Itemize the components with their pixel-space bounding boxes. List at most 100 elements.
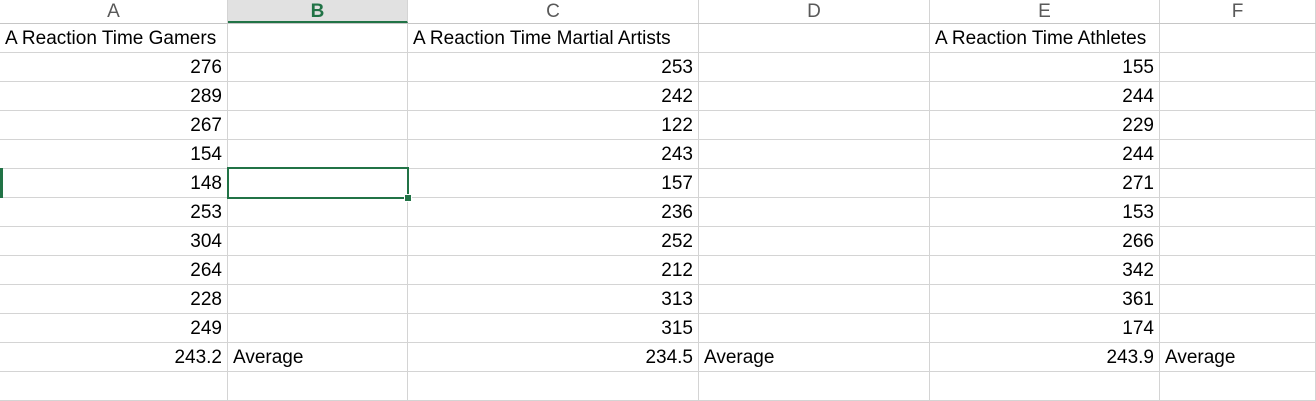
empty-cell[interactable]: [228, 227, 408, 255]
gamers-value[interactable]: 253: [0, 198, 228, 226]
empty-cell[interactable]: [699, 82, 930, 110]
header-athletes[interactable]: A Reaction Time Athletes: [930, 24, 1160, 52]
empty-cell[interactable]: [699, 111, 930, 139]
empty-cell[interactable]: [1160, 227, 1316, 255]
martial-artists-value[interactable]: 253: [408, 53, 699, 81]
data-row: 304 252 266: [0, 227, 1316, 256]
data-row: 289 242 244: [0, 82, 1316, 111]
martial-artists-value[interactable]: 157: [408, 169, 699, 197]
empty-cell[interactable]: [1160, 111, 1316, 139]
fill-handle[interactable]: [404, 194, 412, 202]
empty-cell[interactable]: [699, 372, 930, 400]
gamers-value[interactable]: 154: [0, 140, 228, 168]
martial-artists-value[interactable]: 122: [408, 111, 699, 139]
athletes-value[interactable]: 244: [930, 140, 1160, 168]
empty-cell[interactable]: [1160, 53, 1316, 81]
column-header-d[interactable]: D: [699, 0, 930, 23]
athletes-value[interactable]: 229: [930, 111, 1160, 139]
martial-artists-value[interactable]: 243: [408, 140, 699, 168]
athletes-average-label[interactable]: Average: [1160, 343, 1316, 371]
empty-cell[interactable]: [228, 314, 408, 342]
empty-cell[interactable]: [228, 285, 408, 313]
gamers-value[interactable]: 148: [0, 169, 228, 197]
data-row: 249 315 174: [0, 314, 1316, 343]
header-row: A Reaction Time Gamers A Reaction Time Ma…: [0, 24, 1316, 53]
gamers-value[interactable]: 228: [0, 285, 228, 313]
header-martial-artists[interactable]: A Reaction Time Martial Artists: [408, 24, 699, 52]
martial-artists-value[interactable]: 252: [408, 227, 699, 255]
column-header-a[interactable]: A: [0, 0, 228, 23]
athletes-value[interactable]: 153: [930, 198, 1160, 226]
empty-cell[interactable]: [228, 53, 408, 81]
data-row: 276 253 155: [0, 53, 1316, 82]
martial-artists-value[interactable]: 313: [408, 285, 699, 313]
column-header-b[interactable]: B: [228, 0, 408, 23]
data-row: 253 236 153: [0, 198, 1316, 227]
empty-cell[interactable]: [228, 140, 408, 168]
data-row: 154 243 244: [0, 140, 1316, 169]
martial-artists-value[interactable]: 236: [408, 198, 699, 226]
athletes-value[interactable]: 155: [930, 53, 1160, 81]
gamers-average[interactable]: 243.2: [0, 343, 228, 371]
gamers-value[interactable]: 264: [0, 256, 228, 284]
empty-cell[interactable]: [0, 372, 228, 400]
athletes-value[interactable]: 174: [930, 314, 1160, 342]
selected-cell-b6[interactable]: [227, 167, 409, 199]
data-row: 267 122 229: [0, 111, 1316, 140]
empty-cell[interactable]: [408, 372, 699, 400]
empty-cell[interactable]: [699, 256, 930, 284]
martial-artists-average[interactable]: 234.5: [408, 343, 699, 371]
martial-artists-value[interactable]: 242: [408, 82, 699, 110]
empty-cell[interactable]: [1160, 285, 1316, 313]
empty-cell[interactable]: [1160, 82, 1316, 110]
athletes-value[interactable]: 244: [930, 82, 1160, 110]
empty-cell[interactable]: [228, 372, 408, 400]
gamers-average-label[interactable]: Average: [228, 343, 408, 371]
empty-cell[interactable]: [1160, 372, 1316, 400]
gamers-value[interactable]: 304: [0, 227, 228, 255]
athletes-value[interactable]: 271: [930, 169, 1160, 197]
empty-cell[interactable]: [228, 256, 408, 284]
empty-cell[interactable]: [1160, 198, 1316, 226]
empty-cell[interactable]: [699, 169, 930, 197]
column-header-e[interactable]: E: [930, 0, 1160, 23]
empty-cell[interactable]: [699, 140, 930, 168]
empty-cell[interactable]: [930, 372, 1160, 400]
active-row-marker: [0, 168, 3, 198]
empty-cell[interactable]: [1160, 169, 1316, 197]
gamers-value[interactable]: 289: [0, 82, 228, 110]
cell-f1[interactable]: [1160, 24, 1316, 52]
column-header-f[interactable]: F: [1160, 0, 1316, 23]
empty-cell[interactable]: [1160, 256, 1316, 284]
athletes-average[interactable]: 243.9: [930, 343, 1160, 371]
header-gamers[interactable]: A Reaction Time Gamers: [0, 24, 228, 52]
empty-cell[interactable]: [699, 198, 930, 226]
gamers-value[interactable]: 249: [0, 314, 228, 342]
column-header-c[interactable]: C: [408, 0, 699, 23]
athletes-value[interactable]: 342: [930, 256, 1160, 284]
data-row: 264 212 342: [0, 256, 1316, 285]
athletes-value[interactable]: 361: [930, 285, 1160, 313]
empty-cell[interactable]: [699, 285, 930, 313]
empty-cell[interactable]: [699, 53, 930, 81]
athletes-value[interactable]: 266: [930, 227, 1160, 255]
martial-artists-average-label[interactable]: Average: [699, 343, 930, 371]
empty-cell[interactable]: [699, 227, 930, 255]
empty-cell[interactable]: [1160, 314, 1316, 342]
gamers-value[interactable]: 267: [0, 111, 228, 139]
empty-cell[interactable]: [228, 82, 408, 110]
empty-row: [0, 372, 1316, 401]
empty-cell[interactable]: [228, 198, 408, 226]
cell-d1[interactable]: [699, 24, 930, 52]
average-row: 243.2 Average 234.5 Average 243.9 Average: [0, 343, 1316, 372]
cell-b1[interactable]: [228, 24, 408, 52]
empty-cell[interactable]: [699, 314, 930, 342]
gamers-value[interactable]: 276: [0, 53, 228, 81]
martial-artists-value[interactable]: 212: [408, 256, 699, 284]
data-row: 228 313 361: [0, 285, 1316, 314]
martial-artists-value[interactable]: 315: [408, 314, 699, 342]
column-header-row: A B C D E F: [0, 0, 1316, 24]
empty-cell[interactable]: [1160, 140, 1316, 168]
empty-cell[interactable]: [228, 111, 408, 139]
